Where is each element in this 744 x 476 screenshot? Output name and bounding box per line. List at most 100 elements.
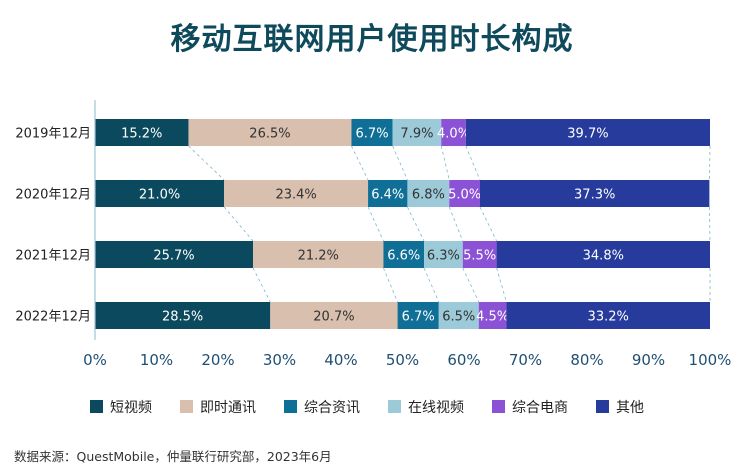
data-label: 34.8%	[583, 249, 624, 264]
data-label: 33.2%	[588, 310, 629, 325]
legend-label: 在线视频	[408, 400, 464, 416]
data-label: 25.7%	[153, 249, 194, 264]
x-tick-label: 80%	[570, 351, 603, 369]
legend-label: 综合电商	[512, 400, 568, 416]
connector-line	[462, 267, 480, 303]
bar-segment	[95, 241, 254, 268]
data-label: 6.4%	[371, 188, 404, 203]
connector-line	[708, 206, 711, 242]
bar-segment	[383, 241, 425, 268]
data-label: 7.9%	[400, 127, 433, 142]
data-label: 6.3%	[427, 249, 460, 264]
data-label: 37.3%	[574, 188, 615, 203]
source-note: 数据来源：QuestMobile，仲量联行研究部，2023年6月	[14, 449, 332, 464]
connector-line	[383, 267, 398, 303]
stacked-bar-chart: 15.2% 26.5% 6.7% 7.9% 4.0% 39.7% 21.0% 23.4% 6.4…	[15, 100, 731, 416]
connector-line	[465, 145, 481, 181]
data-label: 39.7%	[567, 127, 608, 142]
chart-title: 移动互联网用户使用时长构成	[170, 22, 574, 57]
x-tick-label: 60%	[447, 351, 480, 369]
legend-swatch	[492, 400, 505, 413]
x-tick-label: 90%	[632, 351, 665, 369]
data-label: 6.8%	[412, 188, 445, 203]
legend-label: 即时通讯	[200, 400, 256, 416]
legend-swatch	[180, 400, 193, 413]
data-label: 6.6%	[387, 249, 420, 264]
connector-line	[479, 206, 497, 242]
bar-segment	[506, 302, 710, 329]
bar-segment	[462, 241, 497, 268]
category-label: 2022年12月	[15, 310, 91, 325]
data-label: 21.0%	[139, 188, 180, 203]
x-tick-label: 40%	[324, 351, 357, 369]
bar-segment	[397, 302, 439, 329]
data-label: 6.7%	[402, 310, 435, 325]
x-tick-label: 30%	[263, 351, 296, 369]
data-label: 23.4%	[275, 188, 316, 203]
connector-line	[392, 145, 408, 181]
bar-segment	[449, 180, 480, 207]
data-label: 6.7%	[356, 127, 389, 142]
data-label: 15.2%	[121, 127, 162, 142]
legend-swatch	[284, 400, 297, 413]
connector-line	[423, 267, 440, 303]
bar-segment	[478, 302, 507, 329]
bars: 15.2% 26.5% 6.7% 7.9% 4.0% 39.7% 21.0% 23.4% 6.4…	[95, 119, 710, 329]
connector-line	[223, 206, 254, 242]
bar-segment	[424, 241, 463, 268]
legend-swatch	[90, 400, 103, 413]
connector-line	[496, 267, 507, 303]
x-tick-labels: 0% 10% 20% 30% 40% 50% 60% 70% 80% 90% 100%	[83, 351, 731, 369]
bar-segment	[95, 180, 225, 207]
x-tick-label: 100%	[689, 351, 732, 369]
legend: 短视频 即时通讯 综合资讯 在线视频 综合电商 其他	[90, 400, 644, 416]
category-label: 2020年12月	[15, 188, 91, 203]
legend-label: 短视频	[110, 400, 152, 416]
connector-line	[407, 206, 425, 242]
data-label: 4.0%	[437, 127, 470, 142]
data-label: 26.5%	[249, 127, 290, 142]
data-label: 4.5%	[476, 310, 509, 325]
bar-segment	[253, 241, 384, 268]
connector-line	[252, 267, 271, 303]
connector-line	[351, 145, 369, 181]
bar-segment	[188, 119, 352, 146]
legend-label: 综合资讯	[304, 400, 360, 416]
bar-segment	[95, 119, 189, 146]
connector-line	[708, 145, 711, 181]
legend-swatch	[596, 400, 609, 413]
x-tick-label: 20%	[201, 351, 234, 369]
data-label: 5.5%	[463, 249, 496, 264]
data-label: 28.5%	[162, 310, 203, 325]
bar-segment	[270, 302, 398, 329]
bar-segment	[465, 119, 710, 146]
category-label: 2021年12月	[15, 249, 91, 264]
bar-segment	[392, 119, 442, 146]
bar-segment	[95, 302, 271, 329]
legend-swatch	[388, 400, 401, 413]
connector-line	[440, 145, 450, 181]
bar-segment	[496, 241, 710, 268]
bar-segment	[479, 180, 710, 207]
data-label: 5.0%	[448, 188, 481, 203]
x-tick-label: 0%	[83, 351, 107, 369]
bar-segment	[368, 180, 408, 207]
x-tick-label: 50%	[386, 351, 419, 369]
category-label: 2019年12月	[15, 127, 91, 142]
bar-segment	[407, 180, 450, 207]
bar-segment	[224, 180, 369, 207]
connector-lines	[188, 145, 711, 303]
legend-label: 其他	[616, 400, 644, 416]
category-labels: 2019年12月 2020年12月 2021年12月 2022年12月	[15, 127, 91, 325]
bar-segment	[441, 119, 466, 146]
connector-line	[448, 206, 464, 242]
x-tick-label: 70%	[509, 351, 542, 369]
connector-line	[367, 206, 384, 242]
connector-line	[188, 145, 225, 181]
data-label: 6.5%	[442, 310, 475, 325]
bar-segment	[438, 302, 479, 329]
x-tick-label: 10%	[140, 351, 173, 369]
bar-segment	[351, 119, 393, 146]
data-label: 20.7%	[313, 310, 354, 325]
data-label: 21.2%	[298, 249, 339, 264]
